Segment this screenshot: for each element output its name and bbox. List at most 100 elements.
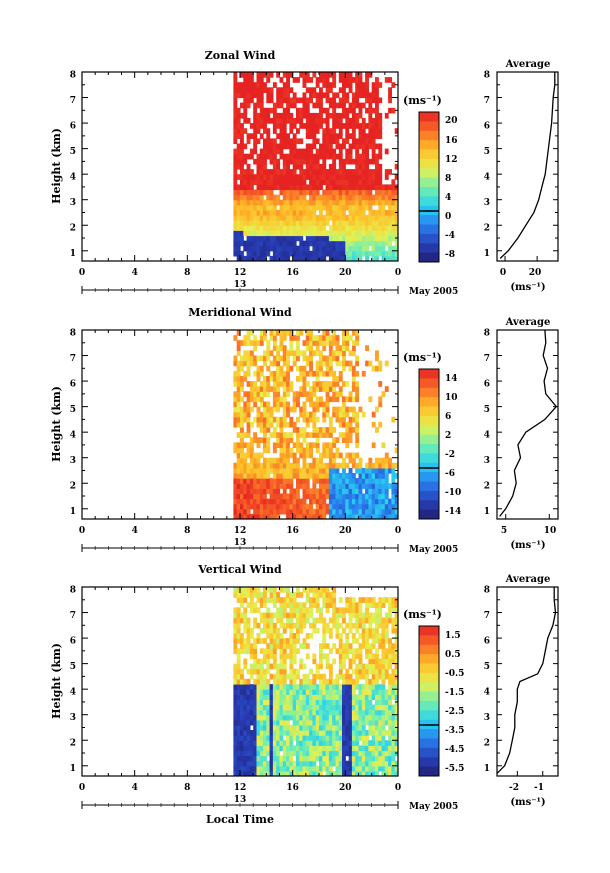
heatmap-cell xyxy=(305,245,310,252)
heatmap-cell xyxy=(355,760,360,767)
heatmap-cell xyxy=(345,740,350,746)
heatmap-cell xyxy=(269,376,274,382)
heatmap-cell xyxy=(378,381,383,387)
heatmap-cell xyxy=(355,503,360,510)
heatmap-cell xyxy=(269,235,274,242)
heatmap-cell xyxy=(312,513,317,519)
heatmap-cell xyxy=(246,627,251,634)
heatmap-cell xyxy=(243,143,248,150)
heatmap-cell xyxy=(289,770,294,776)
heatmap-cell xyxy=(378,488,383,495)
heatmap-cell xyxy=(361,597,366,603)
heatmap-cell xyxy=(272,704,277,711)
heatmap-cell xyxy=(266,437,271,443)
heatmap-cell xyxy=(246,513,251,519)
heatmap-cell xyxy=(312,245,317,252)
heatmap-cell xyxy=(368,684,373,690)
heatmap-cell xyxy=(351,488,356,495)
heatmap-cell xyxy=(269,220,274,226)
heatmap-cell xyxy=(263,622,267,629)
heatmap-cell xyxy=(240,602,244,608)
heatmap-cell xyxy=(312,335,317,341)
heatmap-cell xyxy=(348,123,353,129)
heatmap-cell xyxy=(315,770,320,776)
heatmap-cell xyxy=(279,240,284,247)
heatmap-cell xyxy=(342,97,346,104)
heatmap-cell xyxy=(282,597,287,603)
heatmap-cell xyxy=(272,673,277,680)
heatmap-cell xyxy=(256,411,261,418)
heatmap-cell xyxy=(312,230,317,237)
heatmap-cell xyxy=(312,602,317,608)
heatmap-cell xyxy=(322,427,327,433)
heatmap-cell xyxy=(325,245,330,252)
heatmap-cell xyxy=(375,770,379,776)
heatmap-cell xyxy=(236,617,241,624)
heatmap-cell xyxy=(342,421,346,428)
heatmap-cell xyxy=(292,396,297,403)
heatmap-cell xyxy=(345,138,350,145)
heatmap-cell xyxy=(345,345,350,351)
heatmap-cell xyxy=(236,365,241,372)
heatmap-cell xyxy=(319,653,323,660)
heatmap-cell xyxy=(365,92,369,99)
colorbar-swatch xyxy=(419,224,439,235)
heatmap-cell xyxy=(358,462,363,469)
heatmap-cell xyxy=(355,204,360,211)
heatmap-cell xyxy=(338,684,343,690)
heatmap-cell xyxy=(384,508,389,515)
heatmap-cell xyxy=(233,648,238,654)
heatmap-cell xyxy=(292,488,297,495)
heatmap-cell xyxy=(355,143,360,150)
heatmap-cell xyxy=(253,483,258,489)
heatmap-cell xyxy=(305,148,310,155)
heatmap-cell xyxy=(269,158,274,165)
heatmap-cell xyxy=(345,437,350,443)
heatmap-cell xyxy=(312,704,317,711)
heatmap-cell xyxy=(312,587,317,593)
heatmap-cell xyxy=(233,77,238,83)
heatmap-cell xyxy=(309,365,313,372)
heatmap-cell xyxy=(236,381,241,387)
heatmap-cell xyxy=(365,174,369,180)
heatmap-cell xyxy=(276,123,281,129)
heatmap-cell xyxy=(259,673,264,680)
heatmap-cell xyxy=(335,133,340,139)
heatmap-cell xyxy=(249,755,254,762)
heatmap-cell xyxy=(322,215,327,221)
heatmap-cell xyxy=(296,513,300,519)
heatmap-cell xyxy=(388,755,392,762)
heatmap-cell xyxy=(312,209,317,216)
heatmap-cell xyxy=(282,432,287,438)
heatmap-cell xyxy=(332,396,337,403)
heatmap-cell xyxy=(358,209,363,216)
heatmap-cell xyxy=(272,473,277,479)
heatmap-cell xyxy=(384,719,389,726)
heatmap-cell xyxy=(253,92,258,99)
x-tick-label: 0 xyxy=(79,526,85,536)
heatmap-cell xyxy=(319,643,323,649)
heatmap-cell xyxy=(335,355,340,362)
heatmap-cell xyxy=(276,760,281,767)
heatmap-cell xyxy=(286,350,290,357)
heatmap-cell xyxy=(269,209,274,216)
heatmap-cell xyxy=(361,694,366,700)
heatmap-cell xyxy=(345,473,350,479)
heatmap-cell xyxy=(319,427,323,433)
heatmap-cell xyxy=(299,622,304,629)
heatmap-cell xyxy=(335,627,340,634)
heatmap-cell xyxy=(279,689,284,695)
heatmap-cell xyxy=(256,478,261,484)
heatmap-cell xyxy=(279,602,284,608)
heatmap-cell xyxy=(338,478,343,484)
heatmap-cell xyxy=(371,235,376,242)
heatmap-cell xyxy=(368,128,373,134)
heatmap-cell xyxy=(325,643,330,649)
heatmap-cell xyxy=(279,478,284,484)
heatmap-cell xyxy=(259,755,264,762)
heatmap-cell xyxy=(332,107,337,114)
heatmap-cell xyxy=(292,189,297,196)
heatmap-cell xyxy=(253,745,258,752)
heatmap-cell xyxy=(249,668,254,675)
heatmap-cell xyxy=(240,467,244,474)
